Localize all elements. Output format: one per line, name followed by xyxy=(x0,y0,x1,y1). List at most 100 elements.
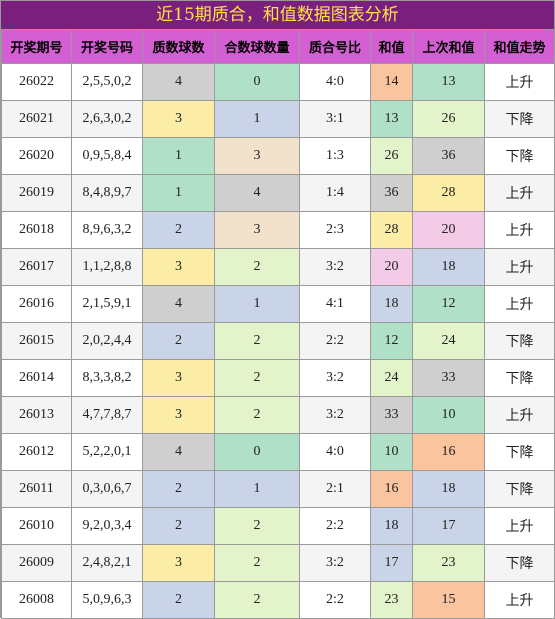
trend-cell: 下降 xyxy=(484,470,555,508)
sum-cell: 24 xyxy=(370,359,413,397)
ratio-cell: 3:2 xyxy=(299,396,371,434)
issue-cell: 26018 xyxy=(1,211,72,249)
composite-count-cell: 3 xyxy=(214,137,300,175)
sum-cell: 18 xyxy=(370,507,413,545)
trend-cell: 上升 xyxy=(484,396,555,434)
ratio-cell: 3:1 xyxy=(299,100,371,138)
header-sum: 和值 xyxy=(370,29,413,64)
prime-count-cell: 1 xyxy=(142,174,215,212)
table-row: 26018 8,9,6,3,2 2 3 2:3 28 20 上升 xyxy=(1,211,555,249)
ratio-cell: 3:2 xyxy=(299,359,371,397)
ratio-cell: 4:1 xyxy=(299,285,371,323)
trend-cell: 下降 xyxy=(484,137,555,175)
issue-cell: 26011 xyxy=(1,470,72,508)
previous-sum-cell: 33 xyxy=(412,359,485,397)
previous-sum-cell: 16 xyxy=(412,433,485,471)
previous-sum-cell: 13 xyxy=(412,63,485,101)
prime-count-cell: 3 xyxy=(142,359,215,397)
sum-cell: 13 xyxy=(370,100,413,138)
header-issue: 开奖期号 xyxy=(1,29,72,64)
sum-cell: 33 xyxy=(370,396,413,434)
issue-cell: 26008 xyxy=(1,581,72,619)
table-row: 26012 5,2,2,0,1 4 0 4:0 10 16 下降 xyxy=(1,433,555,471)
ratio-cell: 1:4 xyxy=(299,174,371,212)
numbers-cell: 9,2,0,3,4 xyxy=(71,507,143,545)
ratio-cell: 1:3 xyxy=(299,137,371,175)
prime-count-cell: 2 xyxy=(142,581,215,619)
previous-sum-cell: 28 xyxy=(412,174,485,212)
composite-count-cell: 0 xyxy=(214,63,300,101)
ratio-cell: 3:2 xyxy=(299,248,371,286)
numbers-cell: 2,5,5,0,2 xyxy=(71,63,143,101)
ratio-cell: 2:3 xyxy=(299,211,371,249)
sum-cell: 17 xyxy=(370,544,413,582)
sum-cell: 23 xyxy=(370,581,413,619)
issue-cell: 26019 xyxy=(1,174,72,212)
previous-sum-cell: 20 xyxy=(412,211,485,249)
numbers-cell: 8,4,8,9,7 xyxy=(71,174,143,212)
composite-count-cell: 4 xyxy=(214,174,300,212)
sum-cell: 36 xyxy=(370,174,413,212)
numbers-cell: 0,3,0,6,7 xyxy=(71,470,143,508)
issue-cell: 26021 xyxy=(1,100,72,138)
sum-cell: 20 xyxy=(370,248,413,286)
issue-cell: 26022 xyxy=(1,63,72,101)
previous-sum-cell: 12 xyxy=(412,285,485,323)
prime-count-cell: 3 xyxy=(142,248,215,286)
numbers-cell: 2,6,3,0,2 xyxy=(71,100,143,138)
sum-cell: 16 xyxy=(370,470,413,508)
table-row: 26009 2,4,8,2,1 3 2 3:2 17 23 下降 xyxy=(1,544,555,582)
trend-cell: 上升 xyxy=(484,174,555,212)
composite-count-cell: 2 xyxy=(214,322,300,360)
ratio-cell: 3:2 xyxy=(299,544,371,582)
table-row: 26022 2,5,5,0,2 4 0 4:0 14 13 上升 xyxy=(1,63,555,101)
numbers-cell: 2,1,5,9,1 xyxy=(71,285,143,323)
trend-cell: 上升 xyxy=(484,507,555,545)
composite-count-cell: 2 xyxy=(214,581,300,619)
composite-count-cell: 2 xyxy=(214,544,300,582)
header-row: 开奖期号 开奖号码 质数球数 合数球数量 质合号比 和值 上次和值 和值走势 xyxy=(1,29,555,64)
issue-cell: 26009 xyxy=(1,544,72,582)
prime-count-cell: 1 xyxy=(142,137,215,175)
trend-cell: 下降 xyxy=(484,100,555,138)
table-row: 26013 4,7,7,8,7 3 2 3:2 33 10 上升 xyxy=(1,396,555,434)
prime-count-cell: 2 xyxy=(142,470,215,508)
previous-sum-cell: 10 xyxy=(412,396,485,434)
table-row: 26011 0,3,0,6,7 2 1 2:1 16 18 下降 xyxy=(1,470,555,508)
sum-cell: 18 xyxy=(370,285,413,323)
numbers-cell: 2,0,2,4,4 xyxy=(71,322,143,360)
issue-cell: 26020 xyxy=(1,137,72,175)
header-prime-count: 质数球数 xyxy=(142,29,215,64)
header-numbers: 开奖号码 xyxy=(71,29,143,64)
prime-count-cell: 4 xyxy=(142,285,215,323)
trend-cell: 上升 xyxy=(484,285,555,323)
header-composite-count: 合数球数量 xyxy=(214,29,300,64)
composite-count-cell: 2 xyxy=(214,396,300,434)
sum-cell: 12 xyxy=(370,322,413,360)
table-row: 26016 2,1,5,9,1 4 1 4:1 18 12 上升 xyxy=(1,285,555,323)
ratio-cell: 2:2 xyxy=(299,507,371,545)
trend-cell: 上升 xyxy=(484,211,555,249)
composite-count-cell: 1 xyxy=(214,100,300,138)
sum-cell: 10 xyxy=(370,433,413,471)
numbers-cell: 2,4,8,2,1 xyxy=(71,544,143,582)
composite-count-cell: 1 xyxy=(214,470,300,508)
numbers-cell: 5,2,2,0,1 xyxy=(71,433,143,471)
header-sum-trend: 和值走势 xyxy=(484,29,555,64)
header-previous-sum: 上次和值 xyxy=(412,29,485,64)
previous-sum-cell: 26 xyxy=(412,100,485,138)
trend-cell: 下降 xyxy=(484,433,555,471)
numbers-cell: 1,1,2,8,8 xyxy=(71,248,143,286)
previous-sum-cell: 17 xyxy=(412,507,485,545)
table-row: 26010 9,2,0,3,4 2 2 2:2 18 17 上升 xyxy=(1,507,555,545)
table-row: 26014 8,3,3,8,2 3 2 3:2 24 33 下降 xyxy=(1,359,555,397)
issue-cell: 26015 xyxy=(1,322,72,360)
prime-count-cell: 4 xyxy=(142,63,215,101)
prime-count-cell: 4 xyxy=(142,433,215,471)
prime-count-cell: 3 xyxy=(142,100,215,138)
composite-count-cell: 2 xyxy=(214,359,300,397)
header-ratio: 质合号比 xyxy=(299,29,371,64)
previous-sum-cell: 15 xyxy=(412,581,485,619)
composite-count-cell: 1 xyxy=(214,285,300,323)
